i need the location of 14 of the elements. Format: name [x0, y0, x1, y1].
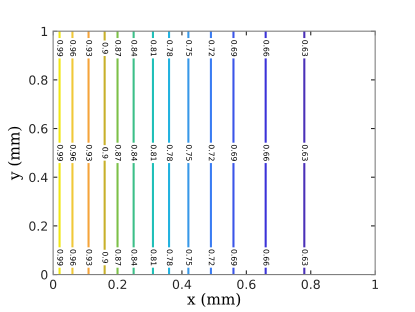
y-tick-label: 0.6 — [29, 124, 48, 134]
x-tick-label: 0.8 — [302, 280, 320, 290]
x-tick-label: 0 — [50, 280, 56, 290]
y-tick-label: 0 — [41, 270, 48, 280]
x-tick-label: 0.2 — [108, 280, 126, 290]
y-tick-label: 0.2 — [29, 221, 48, 231]
x-tick-label: 0.4 — [172, 280, 192, 290]
y-tick-label: 0.8 — [29, 75, 48, 85]
x-tick-label: 0.6 — [237, 280, 256, 290]
y-axis-title: y (mm) — [8, 126, 23, 180]
y-tick-label: 0.4 — [29, 172, 48, 182]
x-tick-label: 1 — [372, 280, 378, 289]
y-tick-label: 1 — [42, 26, 48, 36]
x-axis-title: x (mm) — [187, 292, 240, 307]
